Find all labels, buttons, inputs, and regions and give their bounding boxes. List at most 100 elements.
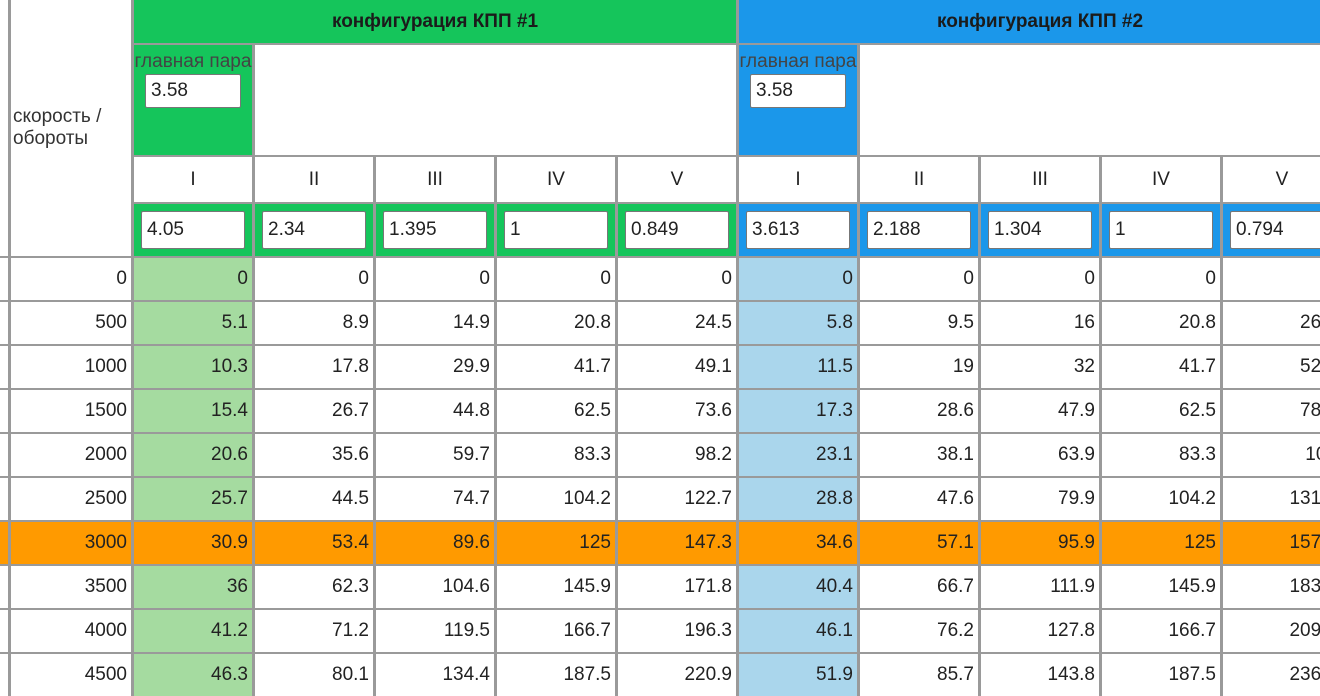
c1-gear-ratio-input[interactable] <box>262 211 366 249</box>
rpm-cell: 500 <box>11 302 131 344</box>
c2-speed-cell: 104.2 <box>1102 478 1220 520</box>
c2-ratio-cell <box>1102 204 1220 256</box>
c2-ratio-cell <box>981 204 1099 256</box>
left-edge-cell <box>0 0 8 256</box>
c1-gear-ratio-input[interactable] <box>504 211 608 249</box>
c1-gear-ratio-input[interactable] <box>383 211 487 249</box>
c2-gear-ratio-input[interactable] <box>746 211 850 249</box>
c1-speed-cell: 0 <box>497 258 615 300</box>
c2-speed-cell: 0 <box>860 258 978 300</box>
c1-speed-cell: 25.7 <box>134 478 252 520</box>
config1-main-pair: главная пара <box>134 45 252 155</box>
c2-speed-cell: 16 <box>981 302 1099 344</box>
rpm-cell: 4500 <box>11 654 131 696</box>
config2-main-pair-input[interactable] <box>750 74 846 108</box>
c1-ratio-cell <box>255 204 373 256</box>
c1-speed-cell: 80.1 <box>255 654 373 696</box>
c2-gear-ratio-input[interactable] <box>1109 211 1213 249</box>
rpm-cell: 2500 <box>11 478 131 520</box>
row-edge-cell <box>0 566 8 608</box>
row-edge-cell <box>0 610 8 652</box>
c1-speed-cell: 125 <box>497 522 615 564</box>
c1-speed-cell: 0 <box>376 258 494 300</box>
c2-ratio-cell <box>1223 204 1320 256</box>
c2-speed-cell: 145.9 <box>1102 566 1220 608</box>
c1-speed-cell: 59.7 <box>376 434 494 476</box>
c2-speed-cell: 20.8 <box>1102 302 1220 344</box>
c1-speed-cell: 20.8 <box>497 302 615 344</box>
c1-speed-cell: 44.8 <box>376 390 494 432</box>
c2-speed-cell: 41.7 <box>1102 346 1220 388</box>
c2-speed-cell: 62.5 <box>1102 390 1220 432</box>
row-edge-cell <box>0 258 8 300</box>
c1-speed-cell: 166.7 <box>497 610 615 652</box>
c1-speed-cell: 83.3 <box>497 434 615 476</box>
c2-speed-cell: 95.9 <box>981 522 1099 564</box>
c2-speed-cell: 28.8 <box>739 478 857 520</box>
c1-speed-cell: 89.6 <box>376 522 494 564</box>
c1-gear-ratio-input[interactable] <box>625 211 729 249</box>
c2-speed-cell: 125 <box>1102 522 1220 564</box>
c2-speed-cell: 26.2 <box>1223 302 1320 344</box>
c2-gear-header: III <box>981 157 1099 202</box>
c1-gear-header: V <box>618 157 736 202</box>
c1-speed-cell: 44.5 <box>255 478 373 520</box>
c2-speed-cell: 85.7 <box>860 654 978 696</box>
c1-speed-cell: 171.8 <box>618 566 736 608</box>
rpm-cell: 2000 <box>11 434 131 476</box>
c1-speed-cell: 104.6 <box>376 566 494 608</box>
config2-main-pair: главная пара <box>739 45 857 155</box>
config1-title: конфигурация КПП #1 <box>134 0 736 43</box>
c1-gear-header: II <box>255 157 373 202</box>
c2-gear-header: II <box>860 157 978 202</box>
c1-speed-cell: 53.4 <box>255 522 373 564</box>
c1-speed-cell: 26.7 <box>255 390 373 432</box>
c2-speed-cell: 76.2 <box>860 610 978 652</box>
c2-speed-cell: 19 <box>860 346 978 388</box>
c2-gear-ratio-input[interactable] <box>1230 211 1320 249</box>
c2-speed-cell: 78.7 <box>1223 390 1320 432</box>
c2-ratio-cell <box>739 204 857 256</box>
row-edge-cell <box>0 522 8 564</box>
c1-ratio-cell <box>134 204 252 256</box>
speed-rpm-label: скорость / обороты <box>11 0 131 256</box>
c2-speed-cell: 23.1 <box>739 434 857 476</box>
c1-speed-cell: 0 <box>134 258 252 300</box>
c2-speed-cell: 187.5 <box>1102 654 1220 696</box>
c2-speed-cell: 47.9 <box>981 390 1099 432</box>
c1-speed-cell: 17.8 <box>255 346 373 388</box>
c1-speed-cell: 10.3 <box>134 346 252 388</box>
c2-gear-header: I <box>739 157 857 202</box>
c1-speed-cell: 46.3 <box>134 654 252 696</box>
row-edge-cell <box>0 434 8 476</box>
row-edge-cell <box>0 346 8 388</box>
c2-speed-cell: 236.2 <box>1223 654 1320 696</box>
c1-speed-cell: 0 <box>255 258 373 300</box>
c2-speed-cell: 9.5 <box>860 302 978 344</box>
row-edge-cell <box>0 390 8 432</box>
c2-speed-cell: 209.9 <box>1223 610 1320 652</box>
c1-speed-cell: 0 <box>618 258 736 300</box>
c2-speed-cell: 79.9 <box>981 478 1099 520</box>
c1-gear-ratio-input[interactable] <box>141 211 245 249</box>
rpm-cell: 4000 <box>11 610 131 652</box>
c2-gear-ratio-input[interactable] <box>867 211 971 249</box>
c1-speed-cell: 8.9 <box>255 302 373 344</box>
c2-speed-cell: 66.7 <box>860 566 978 608</box>
config1-main-pair-input[interactable] <box>145 74 241 108</box>
c1-speed-cell: 29.9 <box>376 346 494 388</box>
c2-gear-ratio-input[interactable] <box>988 211 1092 249</box>
c2-gear-header: IV <box>1102 157 1220 202</box>
c1-speed-cell: 74.7 <box>376 478 494 520</box>
c1-speed-cell: 24.5 <box>618 302 736 344</box>
c2-speed-cell: 38.1 <box>860 434 978 476</box>
rpm-cell: 3500 <box>11 566 131 608</box>
c2-speed-cell: 52.5 <box>1223 346 1320 388</box>
c2-speed-cell: 183.7 <box>1223 566 1320 608</box>
c2-speed-cell: 5.8 <box>739 302 857 344</box>
c1-speed-cell: 122.7 <box>618 478 736 520</box>
c2-speed-cell: 11.5 <box>739 346 857 388</box>
c1-speed-cell: 14.9 <box>376 302 494 344</box>
c2-speed-cell: 83.3 <box>1102 434 1220 476</box>
c1-speed-cell: 134.4 <box>376 654 494 696</box>
